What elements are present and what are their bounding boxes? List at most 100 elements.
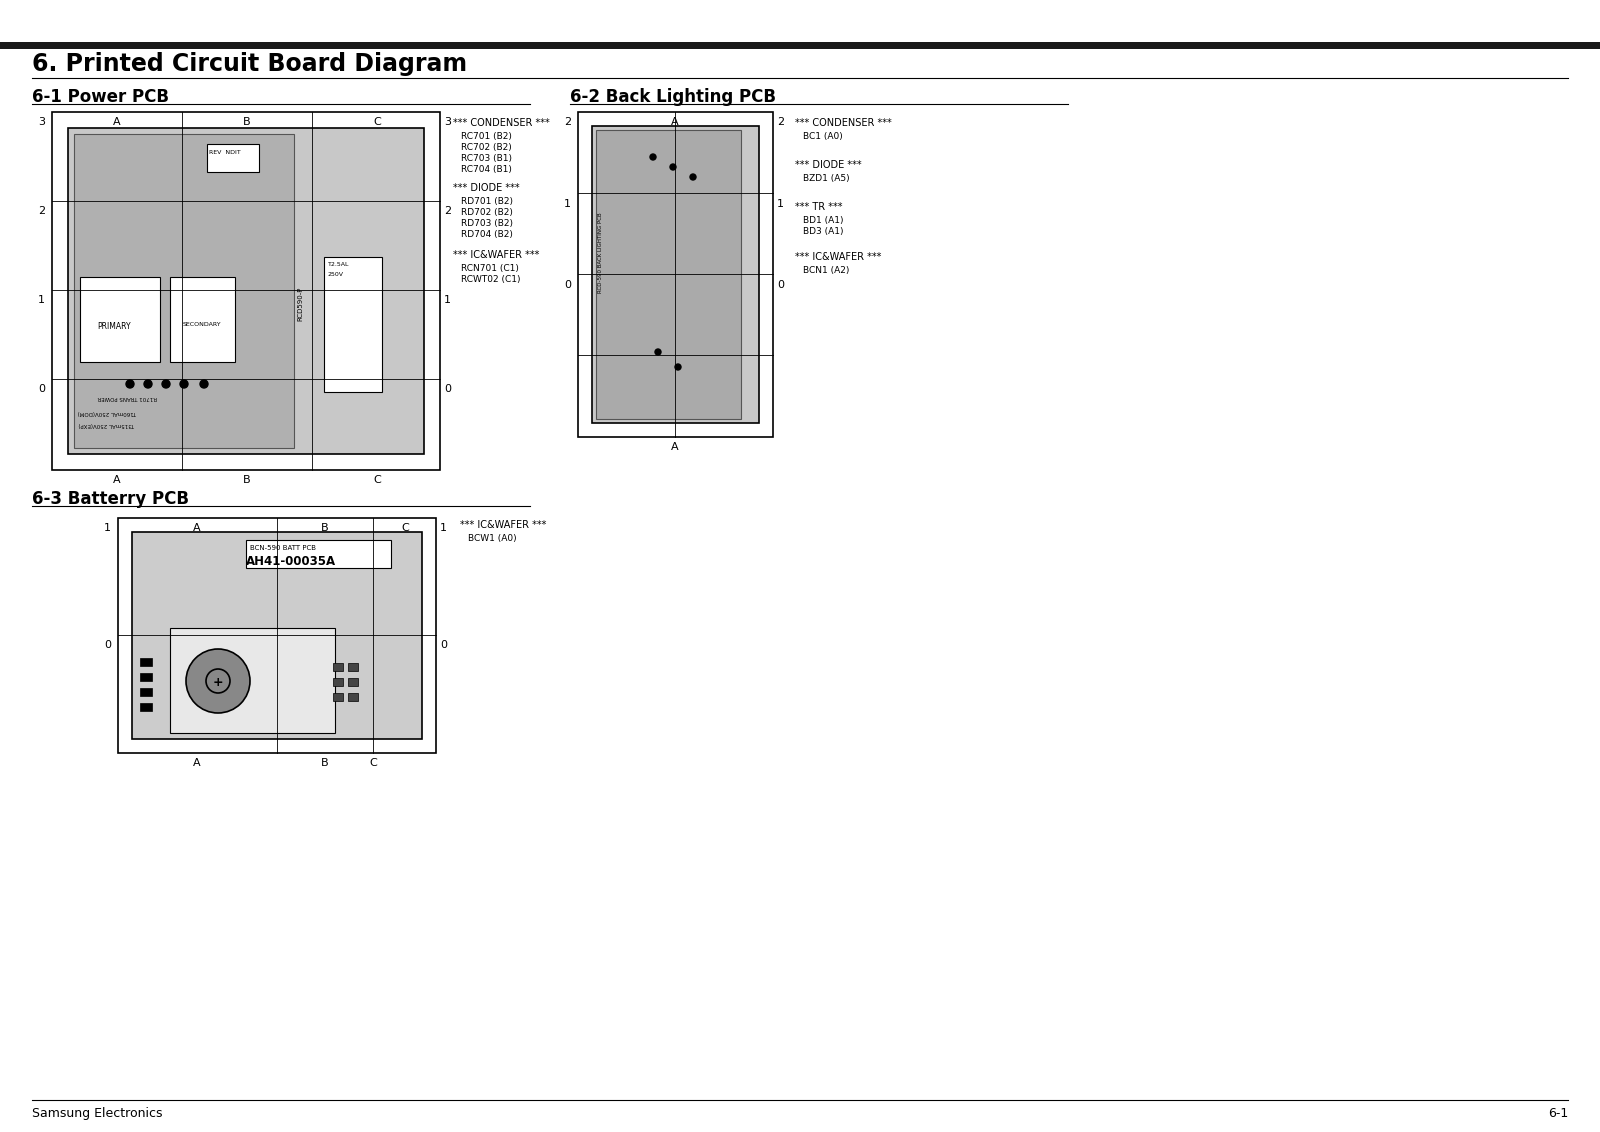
- Text: 2: 2: [445, 206, 451, 216]
- Text: *** IC&WAFER ***: *** IC&WAFER ***: [453, 250, 539, 260]
- Text: RCD590-P: RCD590-P: [298, 288, 302, 321]
- Text: A: A: [114, 475, 122, 484]
- Text: A: A: [194, 758, 202, 767]
- Text: C: C: [373, 117, 381, 127]
- Text: T2.5AL: T2.5AL: [328, 261, 349, 267]
- Text: C: C: [402, 523, 410, 533]
- Bar: [349, 693, 358, 701]
- Text: RD703 (B2): RD703 (B2): [461, 218, 514, 228]
- Circle shape: [126, 380, 134, 388]
- Text: +: +: [213, 676, 224, 689]
- Bar: [170, 277, 235, 362]
- Bar: [131, 532, 422, 739]
- Bar: [51, 112, 440, 470]
- Text: C: C: [373, 475, 381, 484]
- Bar: [74, 134, 294, 448]
- Text: RCN701 (C1): RCN701 (C1): [461, 264, 518, 273]
- Text: RD701 (B2): RD701 (B2): [461, 197, 514, 206]
- Circle shape: [675, 365, 682, 370]
- Text: RC703 (B1): RC703 (B1): [461, 154, 512, 163]
- Bar: [349, 663, 358, 671]
- Bar: [0, 42, 1600, 49]
- Text: 0: 0: [38, 384, 45, 394]
- Text: 1: 1: [563, 199, 571, 209]
- Circle shape: [650, 154, 656, 160]
- Bar: [333, 693, 342, 701]
- Text: T315mAL 250V(EXP): T315mAL 250V(EXP): [78, 422, 136, 427]
- Text: 6. Printed Circuit Board Diagram: 6. Printed Circuit Board Diagram: [32, 52, 467, 76]
- Circle shape: [162, 380, 170, 388]
- Text: 6-3 Batterry PCB: 6-3 Batterry PCB: [32, 490, 189, 508]
- Bar: [333, 663, 342, 671]
- Text: PRIMARY: PRIMARY: [98, 321, 131, 331]
- Text: BD1 (A1): BD1 (A1): [803, 216, 843, 225]
- Bar: [141, 658, 152, 666]
- Text: RCD-590 BACK LIGHTING PCB: RCD-590 BACK LIGHTING PCB: [598, 212, 603, 293]
- Text: *** IC&WAFER ***: *** IC&WAFER ***: [795, 252, 882, 261]
- Text: BD3 (A1): BD3 (A1): [803, 228, 843, 235]
- Text: 0: 0: [445, 384, 451, 394]
- Text: RD704 (B2): RD704 (B2): [461, 230, 514, 239]
- Bar: [118, 518, 435, 753]
- Text: 2: 2: [563, 117, 571, 127]
- Text: RD702 (B2): RD702 (B2): [461, 208, 514, 217]
- Text: Samsung Electronics: Samsung Electronics: [32, 1107, 163, 1120]
- Text: *** DIODE ***: *** DIODE ***: [453, 183, 520, 192]
- Text: B: B: [243, 475, 251, 484]
- Circle shape: [690, 174, 696, 180]
- Text: A: A: [194, 523, 202, 533]
- Text: RC702 (B2): RC702 (B2): [461, 143, 512, 152]
- Text: REV  NDIT: REV NDIT: [210, 151, 240, 155]
- Circle shape: [144, 380, 152, 388]
- Bar: [323, 257, 382, 392]
- Text: A: A: [670, 117, 678, 127]
- Text: *** TR ***: *** TR ***: [795, 201, 843, 212]
- Text: R1701 TRANS POWER: R1701 TRANS POWER: [98, 395, 157, 400]
- Text: SECONDARY: SECONDARY: [182, 321, 221, 327]
- Text: BC1 (A0): BC1 (A0): [803, 132, 843, 142]
- Text: RCWT02 (C1): RCWT02 (C1): [461, 275, 520, 284]
- Text: 6-1 Power PCB: 6-1 Power PCB: [32, 88, 170, 106]
- Text: T160mAL 250V(DOM): T160mAL 250V(DOM): [77, 410, 136, 415]
- Bar: [141, 703, 152, 711]
- Text: B: B: [322, 523, 330, 533]
- Text: 1: 1: [445, 295, 451, 305]
- Text: 2: 2: [38, 206, 45, 216]
- Circle shape: [200, 380, 208, 388]
- Text: *** DIODE ***: *** DIODE ***: [795, 160, 862, 170]
- Text: BZD1 (A5): BZD1 (A5): [803, 174, 850, 183]
- Circle shape: [186, 649, 250, 713]
- Text: RC704 (B1): RC704 (B1): [461, 165, 512, 174]
- Text: 0: 0: [563, 280, 571, 290]
- Text: 0: 0: [440, 640, 446, 650]
- Text: A: A: [114, 117, 122, 127]
- Bar: [206, 144, 259, 172]
- Text: 1: 1: [38, 295, 45, 305]
- Text: BCN1 (A2): BCN1 (A2): [803, 266, 850, 275]
- Text: C: C: [370, 758, 378, 767]
- Text: 3: 3: [38, 117, 45, 127]
- Text: 1: 1: [104, 523, 110, 533]
- Text: *** CONDENSER ***: *** CONDENSER ***: [795, 118, 891, 128]
- Bar: [578, 112, 773, 437]
- Text: 0: 0: [778, 280, 784, 290]
- Text: B: B: [243, 117, 251, 127]
- Text: *** CONDENSER ***: *** CONDENSER ***: [453, 118, 550, 128]
- Bar: [246, 540, 390, 568]
- Bar: [592, 126, 758, 423]
- Bar: [349, 678, 358, 686]
- Text: 1: 1: [778, 199, 784, 209]
- Bar: [170, 628, 334, 734]
- Bar: [67, 128, 424, 454]
- Text: 2: 2: [778, 117, 784, 127]
- Text: BCW1 (A0): BCW1 (A0): [467, 534, 517, 543]
- Bar: [595, 130, 741, 419]
- Circle shape: [654, 349, 661, 355]
- Text: 1: 1: [440, 523, 446, 533]
- Bar: [141, 688, 152, 696]
- Text: 6-1: 6-1: [1547, 1107, 1568, 1120]
- Text: *** IC&WAFER ***: *** IC&WAFER ***: [461, 520, 546, 530]
- Text: 0: 0: [104, 640, 110, 650]
- Bar: [141, 674, 152, 681]
- Text: B: B: [322, 758, 330, 767]
